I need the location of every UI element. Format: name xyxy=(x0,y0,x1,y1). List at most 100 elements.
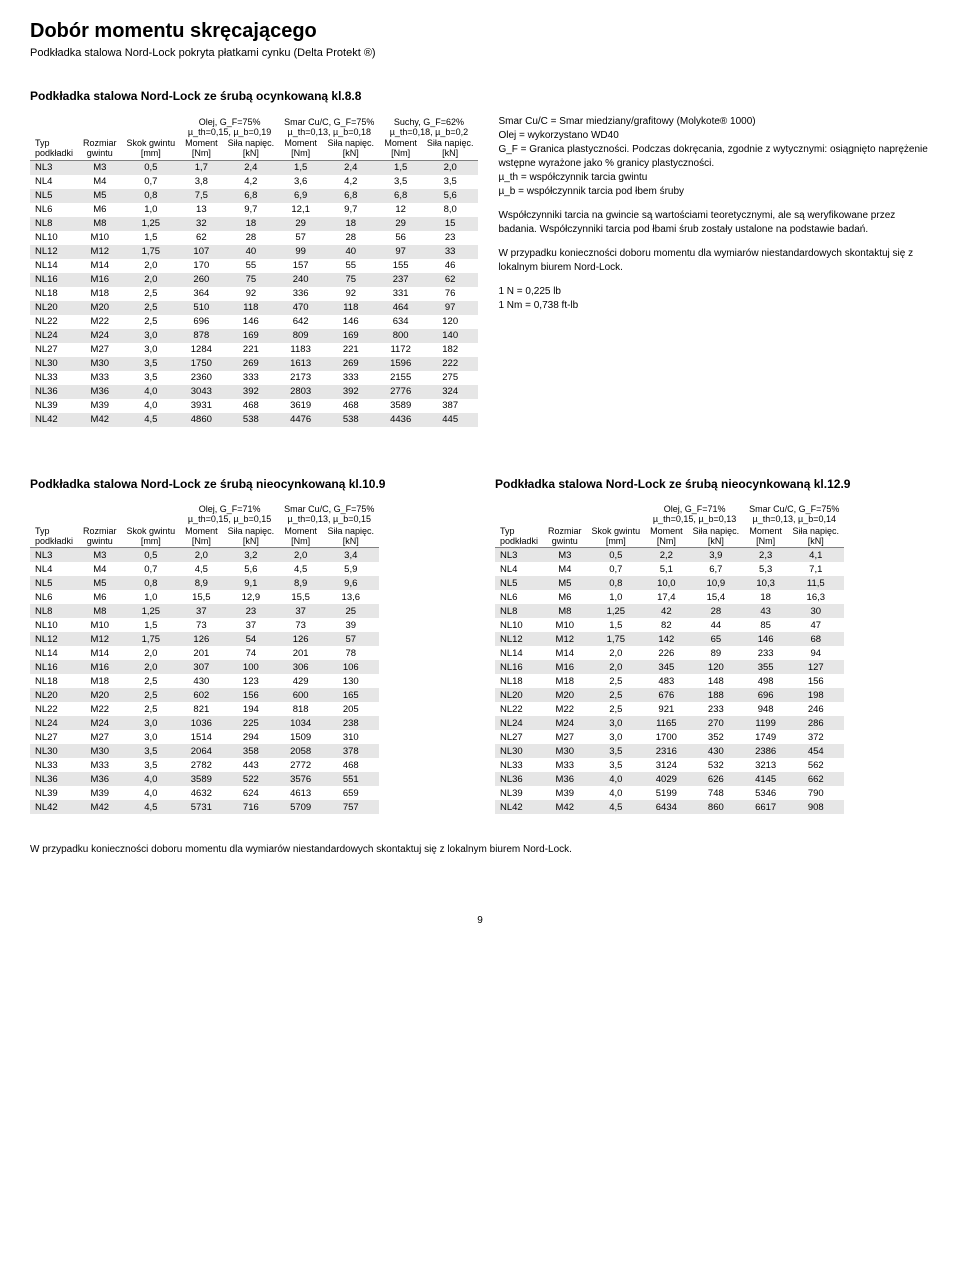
cell: NL36 xyxy=(30,385,78,399)
cell: 1,0 xyxy=(122,203,181,217)
table-row: NL27M273,015142941509310 xyxy=(30,730,379,744)
cell: 352 xyxy=(688,730,745,744)
cell: 118 xyxy=(223,301,280,315)
cell: 1514 xyxy=(180,730,223,744)
cell: NL14 xyxy=(30,646,78,660)
cell: 146 xyxy=(322,315,379,329)
cell: 169 xyxy=(322,329,379,343)
cell: M16 xyxy=(78,660,122,674)
cell: 5346 xyxy=(744,786,787,800)
table-row: NL24M243,011652701199286 xyxy=(495,716,844,730)
cell: 37 xyxy=(180,604,223,618)
cell: 921 xyxy=(645,702,688,716)
cell: 275 xyxy=(422,371,479,385)
cell: 146 xyxy=(223,315,280,329)
cell: 333 xyxy=(223,371,280,385)
cell: 57 xyxy=(279,231,322,245)
cell: 2,5 xyxy=(122,287,181,301)
cell: 33 xyxy=(422,245,479,259)
cell: M42 xyxy=(78,800,122,814)
cell: NL27 xyxy=(30,343,78,357)
cell: 10,3 xyxy=(744,576,787,590)
cell: M14 xyxy=(543,646,587,660)
cell: 2,5 xyxy=(122,688,181,702)
table-row: NL10M101,573377339 xyxy=(30,618,379,632)
cell: NL20 xyxy=(495,688,543,702)
cell: 3,2 xyxy=(223,548,280,563)
cell: 1183 xyxy=(279,343,322,357)
cell: 29 xyxy=(379,217,422,231)
table-row: NL39M394,051997485346790 xyxy=(495,786,844,800)
cell: 3,4 xyxy=(322,548,379,563)
notes-block: Smar Cu/C = Smar miedziany/grafitowy (Mo… xyxy=(498,115,930,323)
cell: 157 xyxy=(279,259,322,273)
cell: 454 xyxy=(787,744,844,758)
cell: M30 xyxy=(78,357,122,371)
notes-paragraph: W przypadku konieczności doboru momentu … xyxy=(498,247,930,275)
cell: 99 xyxy=(279,245,322,259)
cell: 2,0 xyxy=(122,646,181,660)
cell: 15,5 xyxy=(279,590,322,604)
cell: NL33 xyxy=(30,758,78,772)
cell: 89 xyxy=(688,646,745,660)
page-title: Dobór momentu skręcającego xyxy=(30,20,930,43)
cell: 1700 xyxy=(645,730,688,744)
cell: 659 xyxy=(322,786,379,800)
cell: 468 xyxy=(322,399,379,413)
table-row: NL3M30,52,03,22,03,4 xyxy=(30,548,379,563)
cell: 78 xyxy=(322,646,379,660)
cell: 155 xyxy=(379,259,422,273)
cell: NL18 xyxy=(30,287,78,301)
cell: 757 xyxy=(322,800,379,814)
cell: 470 xyxy=(279,301,322,315)
cell: NL14 xyxy=(30,259,78,273)
cell: 538 xyxy=(223,413,280,427)
cell: 445 xyxy=(422,413,479,427)
cell: 57 xyxy=(322,632,379,646)
cell: 878 xyxy=(180,329,223,343)
cell: 100 xyxy=(223,660,280,674)
cell: 1034 xyxy=(279,716,322,730)
cell: M12 xyxy=(78,245,122,259)
cell: M42 xyxy=(78,413,122,427)
cell: 3,9 xyxy=(688,548,745,563)
cell: NL3 xyxy=(30,548,78,563)
cell: 358 xyxy=(223,744,280,758)
cell: 1613 xyxy=(279,357,322,371)
col-rozmiar: Rozmiar gwintu xyxy=(78,524,122,548)
cell: 1,0 xyxy=(587,590,646,604)
cell: 75 xyxy=(322,273,379,287)
cell: NL8 xyxy=(30,217,78,231)
cell: 7,1 xyxy=(787,562,844,576)
cell: 2,5 xyxy=(587,702,646,716)
col-typ: Typ podkładki xyxy=(30,137,78,161)
table-row: NL18M182,5483148498156 xyxy=(495,674,844,688)
cell: NL39 xyxy=(30,786,78,800)
table-row: NL3M30,52,23,92,34,1 xyxy=(495,548,844,563)
cell: 483 xyxy=(645,674,688,688)
cell: 5,6 xyxy=(223,562,280,576)
cell: 0,7 xyxy=(122,175,181,189)
cell: 1,5 xyxy=(279,160,322,175)
cell: 2,0 xyxy=(122,660,181,674)
cell: 336 xyxy=(279,287,322,301)
cell: NL18 xyxy=(30,674,78,688)
cell: 246 xyxy=(787,702,844,716)
cell: 62 xyxy=(180,231,223,245)
cell: M36 xyxy=(78,772,122,786)
table-row: NL8M81,25321829182915 xyxy=(30,217,478,231)
cell: 1,75 xyxy=(587,632,646,646)
cell: 97 xyxy=(379,245,422,259)
cell: 908 xyxy=(787,800,844,814)
table-row: NL12M121,751265412657 xyxy=(30,632,379,646)
cell: 16,3 xyxy=(787,590,844,604)
cell: 28 xyxy=(223,231,280,245)
cell: 9,1 xyxy=(223,576,280,590)
cell: M14 xyxy=(78,259,122,273)
cell: 8,0 xyxy=(422,203,479,217)
cell: 5,1 xyxy=(645,562,688,576)
cell: 538 xyxy=(322,413,379,427)
cell: NL27 xyxy=(495,730,543,744)
cell: 3,5 xyxy=(587,758,646,772)
cell: 4,2 xyxy=(322,175,379,189)
